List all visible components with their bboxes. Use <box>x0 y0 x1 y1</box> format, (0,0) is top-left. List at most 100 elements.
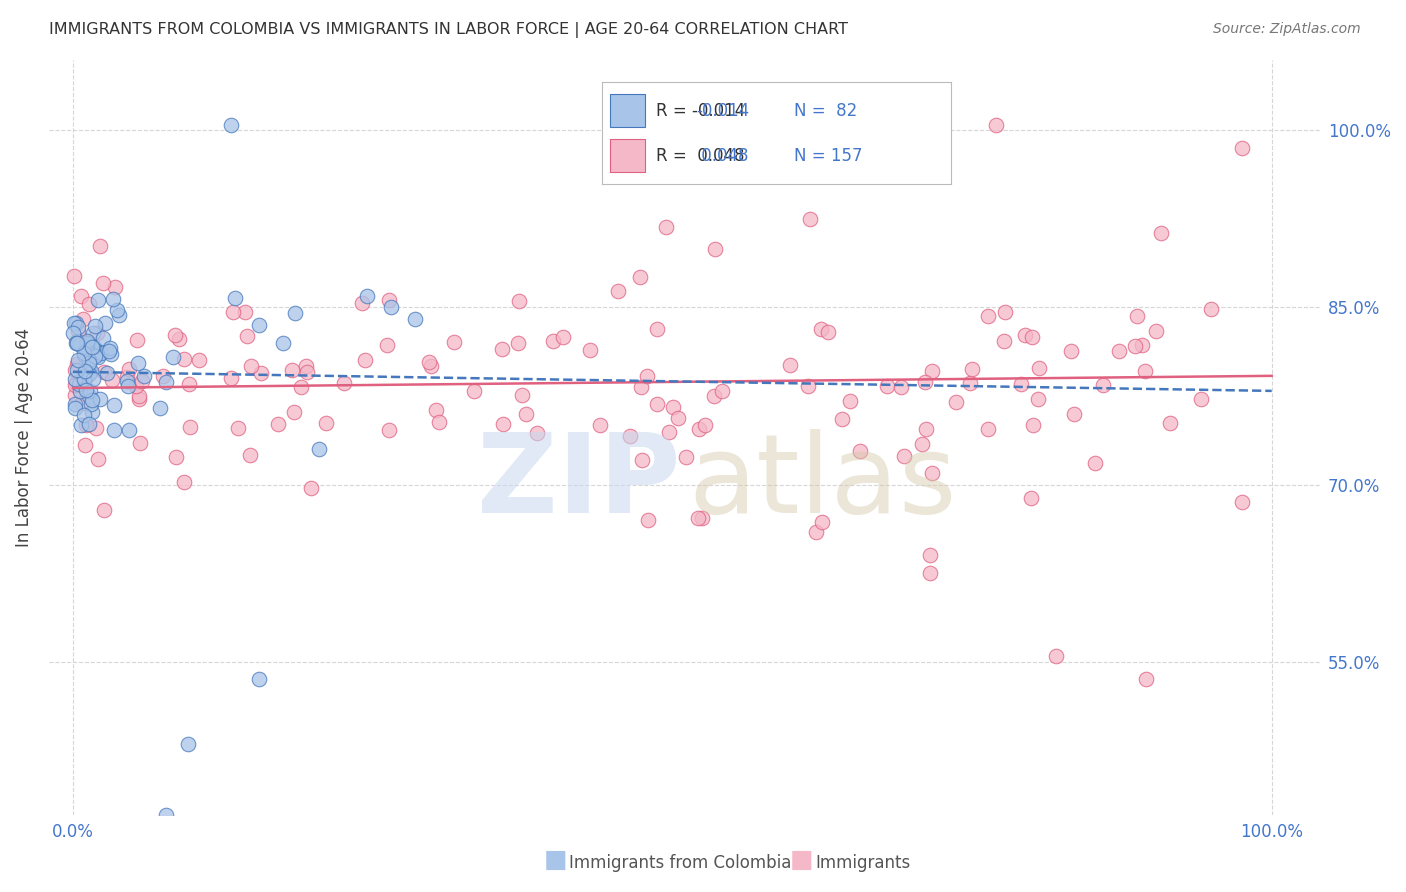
Point <box>127 333 149 347</box>
Point <box>960 361 983 376</box>
Point <box>551 330 574 344</box>
Point <box>356 288 378 302</box>
Text: atlas: atlas <box>688 429 956 536</box>
Point <box>76 336 98 351</box>
Point <box>1059 344 1081 359</box>
Point <box>63 268 86 283</box>
Point <box>607 284 630 298</box>
Point <box>63 397 86 411</box>
Point <box>173 352 195 367</box>
Point <box>295 359 318 374</box>
Point <box>94 316 117 330</box>
Point <box>1123 339 1146 353</box>
Point <box>1084 456 1107 470</box>
Point <box>779 358 801 372</box>
Text: Source: ZipAtlas.com: Source: ZipAtlas.com <box>1213 22 1361 37</box>
Point <box>637 513 659 527</box>
Point <box>977 309 1000 323</box>
Point <box>63 378 86 392</box>
Point <box>103 292 125 306</box>
Point <box>233 305 256 319</box>
Point <box>645 322 668 336</box>
Point <box>1010 377 1032 392</box>
Point <box>98 341 121 355</box>
Point <box>65 336 87 351</box>
Point <box>166 450 188 465</box>
Point <box>93 365 115 379</box>
Point <box>247 672 270 686</box>
Point <box>118 362 141 376</box>
Point <box>290 380 312 394</box>
Point <box>284 306 307 320</box>
Point <box>128 389 150 403</box>
Point <box>240 359 263 373</box>
Point <box>188 353 211 368</box>
Point <box>775 118 797 132</box>
Point <box>380 301 402 315</box>
Point <box>69 337 91 351</box>
Point <box>89 392 111 406</box>
Point <box>993 334 1015 348</box>
Point <box>69 384 91 399</box>
Point <box>73 438 96 452</box>
Point <box>810 321 832 335</box>
Point <box>77 356 100 370</box>
Point <box>375 338 398 352</box>
Point <box>132 368 155 383</box>
Point <box>1144 324 1167 338</box>
Point <box>66 336 89 351</box>
Point <box>811 516 834 530</box>
Point <box>993 305 1015 319</box>
Point <box>155 808 177 822</box>
Point <box>86 451 108 466</box>
Point <box>492 417 515 431</box>
Point <box>806 524 828 539</box>
Point <box>628 269 651 284</box>
Point <box>70 395 93 409</box>
Point <box>463 384 485 398</box>
Point <box>82 340 104 354</box>
Point <box>73 372 96 386</box>
Point <box>1159 416 1181 430</box>
Point <box>67 353 90 368</box>
Point <box>250 366 273 380</box>
Text: ZIP: ZIP <box>477 429 681 536</box>
Point <box>65 316 87 330</box>
Point <box>425 402 447 417</box>
Point <box>89 239 111 253</box>
Point <box>149 401 172 415</box>
Point <box>510 387 533 401</box>
Point <box>647 397 669 411</box>
Point <box>675 450 697 464</box>
Point <box>515 407 537 421</box>
Point <box>66 334 89 348</box>
Point <box>1045 648 1067 663</box>
Point <box>711 384 734 399</box>
Point <box>103 423 125 437</box>
Point <box>104 279 127 293</box>
Point <box>131 375 153 389</box>
Point <box>152 369 174 384</box>
Point <box>62 326 84 340</box>
Point <box>87 350 110 364</box>
Point <box>96 367 118 381</box>
Point <box>688 422 710 436</box>
Point <box>228 421 250 435</box>
Point <box>80 397 103 411</box>
Point <box>129 436 152 450</box>
Point <box>62 316 84 330</box>
Point <box>658 425 681 439</box>
Point <box>491 342 513 356</box>
Point <box>831 412 853 426</box>
Point <box>83 340 105 354</box>
Point <box>893 449 915 463</box>
Point <box>66 320 89 334</box>
Point <box>173 475 195 489</box>
Point <box>914 375 936 389</box>
Point <box>80 364 103 378</box>
Point <box>508 294 530 309</box>
Point <box>1014 327 1036 342</box>
Point <box>84 319 107 334</box>
Point <box>918 566 941 580</box>
Point <box>75 417 97 432</box>
